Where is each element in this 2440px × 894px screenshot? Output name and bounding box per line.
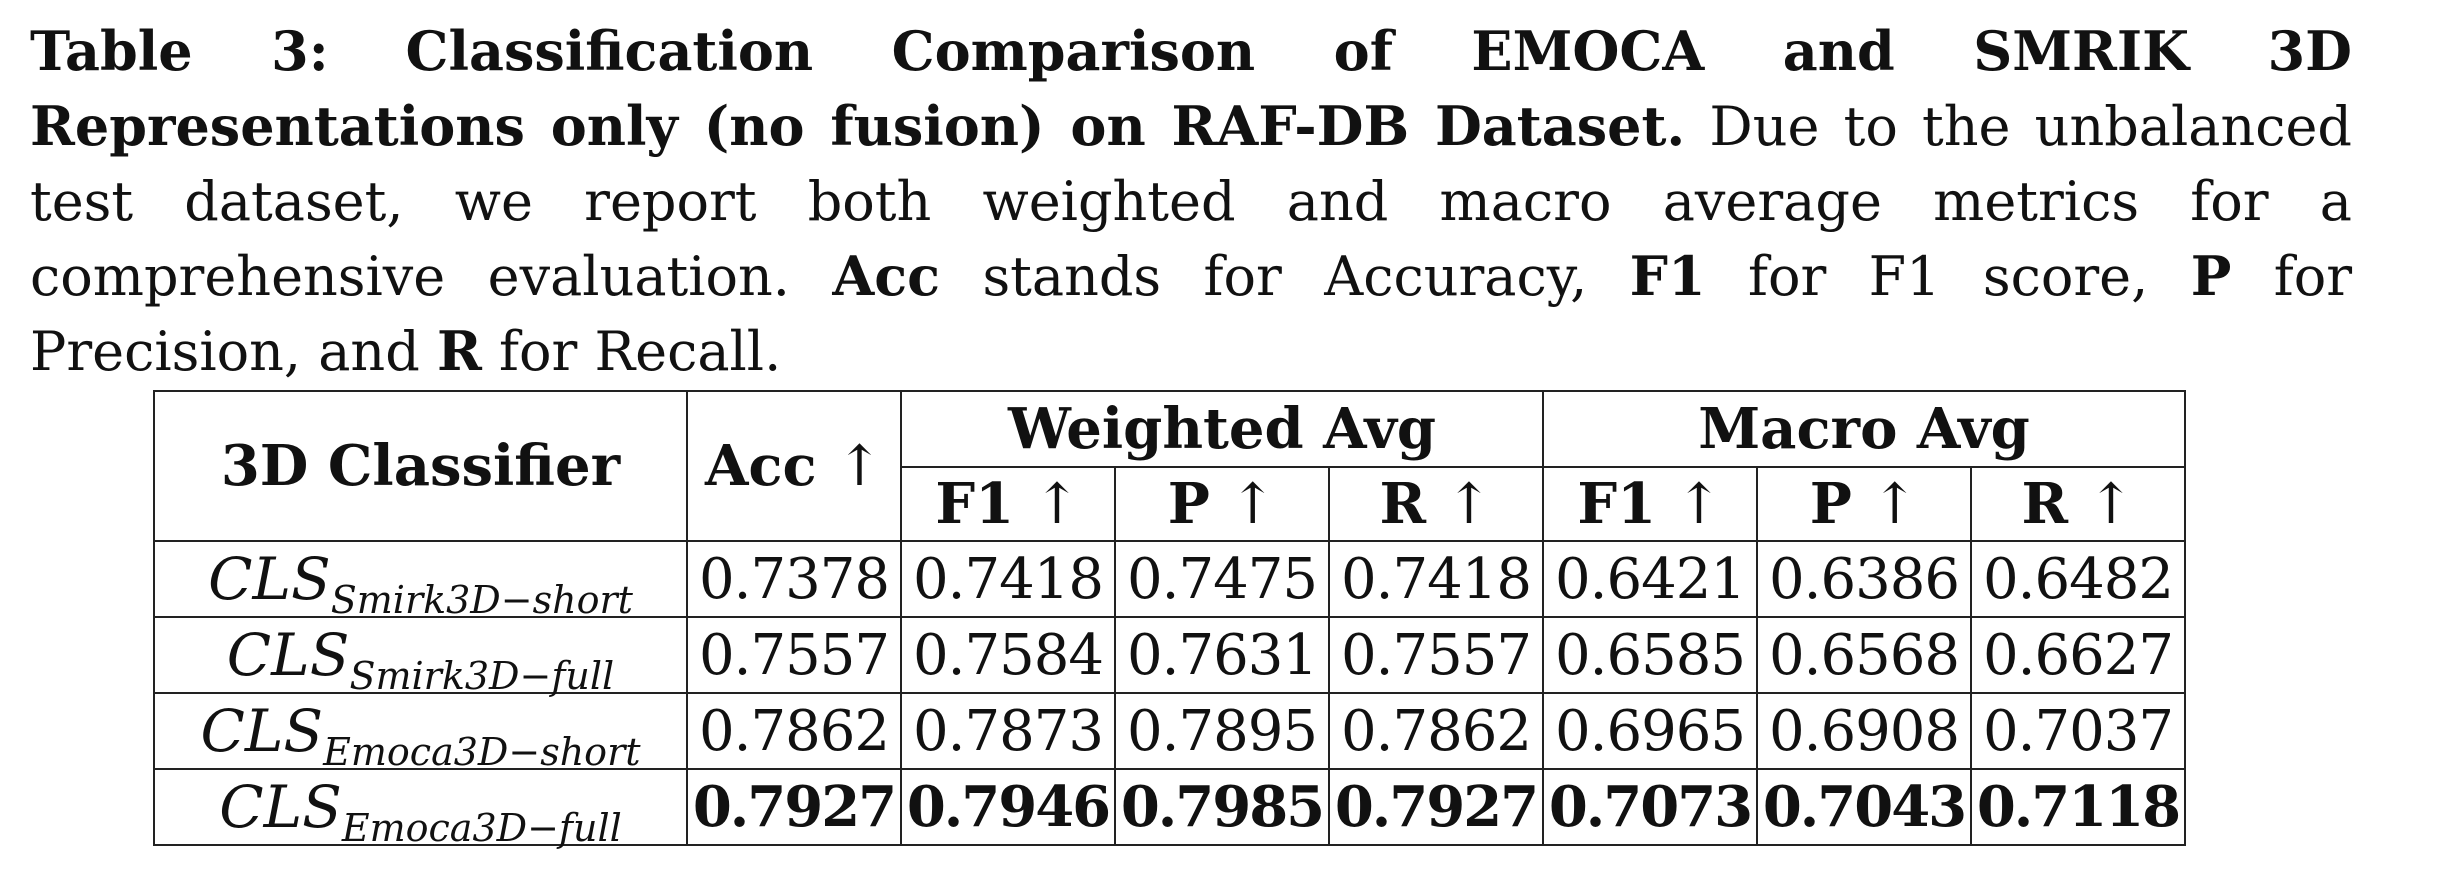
acc-cell: 0.7927 [686,768,902,846]
header-r-label: R [1379,471,1427,537]
classifier-base: CLS [200,697,324,765]
weighted-p-cell: 0.7475 [1114,540,1330,618]
header-acc-label: Acc [704,433,817,499]
classifier-base: CLS [208,545,331,613]
macro-r-cell: 0.6627 [1970,616,2186,694]
abbr-term-f1: F1 [1629,244,1706,308]
macro-f1-cell: 0.6965 [1542,692,1758,770]
abbr-term-acc: Acc [832,244,941,308]
classifier-name: CLSSmirk3D−full [153,616,688,695]
classifier-name: CLSEmoca3D−full [153,768,688,847]
table-row: CLSSmirk3D−full 0.7557 0.7584 0.7631 0.7… [153,616,2186,695]
results-table: 3D Classifier Acc ↑ Weighted Avg Macro A… [153,390,2186,847]
classifier-subscript: Emoca3D−full [341,806,622,850]
macro-f1-cell: 0.6421 [1542,540,1758,618]
acc-cell: 0.7378 [686,540,902,618]
up-arrow-icon: ↑ [2087,472,2135,537]
weighted-r-cell: 0.7927 [1328,768,1544,846]
table-row: CLSEmoca3D−short 0.7862 0.7873 0.7895 0.… [153,692,2186,771]
header-classifier: 3D Classifier [153,390,688,542]
weighted-f1-cell: 0.7584 [900,616,1116,694]
abbr-meaning-p: for Precision, and [30,245,2353,383]
header-row-bottom: F1 ↑ P ↑ R ↑ F1 ↑ P ↑ R ↑ [154,466,2186,542]
caption-title: Classification Comparison of EMOCA and S… [30,19,2352,158]
abbr-term-r: R [436,319,482,383]
abbr-meaning-f1: for F1 score, [1747,245,2149,308]
header-macro-p: P ↑ [1756,466,1972,542]
macro-f1-cell: 0.6585 [1542,616,1758,694]
header-macro-r: R ↑ [1970,466,2186,542]
header-row-top: 3D Classifier Acc ↑ Weighted Avg Macro A… [153,390,2186,542]
classifier-name: CLSSmirk3D−short [153,540,688,619]
weighted-f1-cell: 0.7418 [900,540,1116,618]
weighted-r-cell: 0.7557 [1328,616,1544,694]
header-f1-label: F1 [935,471,1015,537]
caption-label: Table 3: [30,19,329,83]
up-arrow-icon: ↑ [1445,472,1493,537]
macro-r-cell: 0.6482 [1970,540,2186,618]
header-acc: Acc ↑ [686,390,902,542]
weighted-p-cell: 0.7895 [1114,692,1330,770]
macro-p-cell: 0.6908 [1756,692,1972,770]
weighted-f1-cell: 0.7946 [900,768,1116,846]
weighted-p-cell: 0.7985 [1114,768,1330,846]
header-p-label: P [1167,471,1210,537]
header-p-label: P [1809,471,1852,537]
abbr-term-p: P [2190,244,2232,308]
header-r-label: R [2021,471,2069,537]
weighted-f1-cell: 0.7873 [900,692,1116,770]
classifier-name: CLSEmoca3D−short [153,692,688,771]
macro-p-cell: 0.6386 [1756,540,1972,618]
table-caption: Table 3: Classification Comparison of EM… [30,14,2352,389]
header-macro-f1: F1 ↑ [1542,466,1758,542]
abbr-meaning-acc: stands for Accuracy, [982,245,1588,308]
classifier-subscript: Smirk3D−short [330,578,633,622]
acc-cell: 0.7862 [686,692,902,770]
table-row-best: CLSEmoca3D−full 0.7927 0.7946 0.7985 0.7… [153,768,2186,847]
macro-r-cell: 0.7118 [1970,768,2186,846]
up-arrow-icon: ↑ [1871,472,1919,537]
weighted-p-cell: 0.7631 [1114,616,1330,694]
classifier-subscript: Smirk3D−full [349,654,615,698]
header-weighted-r: R ↑ [1328,466,1544,542]
header-weighted-p: P ↑ [1114,466,1330,542]
abbr-meaning-r: for Recall. [499,320,782,383]
up-arrow-icon: ↑ [1229,472,1277,537]
macro-p-cell: 0.6568 [1756,616,1972,694]
macro-f1-cell: 0.7073 [1542,768,1758,846]
classifier-subscript: Emoca3D−short [323,730,641,774]
caption-sentence: Due to the unbalanced test dataset, we r… [30,95,2352,308]
header-macro-avg: Macro Avg [1542,390,2186,468]
header-weighted-avg: Weighted Avg [900,390,1544,468]
weighted-r-cell: 0.7862 [1328,692,1544,770]
header-f1-label: F1 [1577,471,1657,537]
up-arrow-icon: ↑ [1033,472,1081,537]
macro-p-cell: 0.7043 [1756,768,1972,846]
weighted-r-cell: 0.7418 [1328,540,1544,618]
table-row: CLSSmirk3D−short 0.7378 0.7418 0.7475 0.… [153,540,2186,619]
up-arrow-icon: ↑ [836,434,884,499]
classifier-base: CLS [226,621,350,689]
macro-r-cell: 0.7037 [1970,692,2186,770]
up-arrow-icon: ↑ [1675,472,1723,537]
acc-cell: 0.7557 [686,616,902,694]
classifier-base: CLS [219,773,342,841]
header-weighted-f1: F1 ↑ [900,466,1116,542]
